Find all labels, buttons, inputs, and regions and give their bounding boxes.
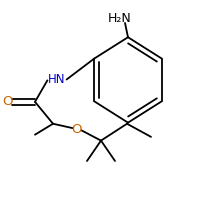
Text: HN: HN <box>48 73 66 87</box>
Text: H₂N: H₂N <box>108 12 132 25</box>
Text: O: O <box>2 95 13 108</box>
Text: O: O <box>72 123 82 136</box>
